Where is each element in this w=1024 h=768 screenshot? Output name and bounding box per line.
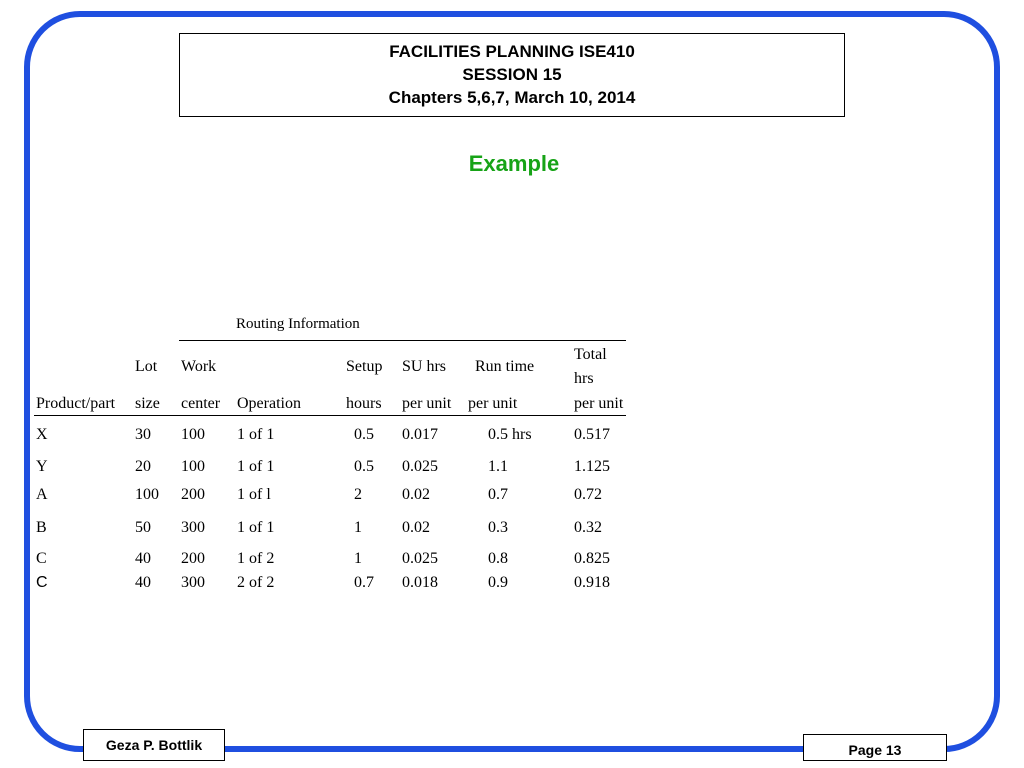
table-cell-operation: 1 of 1 xyxy=(237,519,275,536)
table-cell-setup: 0.5 xyxy=(354,458,374,475)
table-cell-total: 0.72 xyxy=(574,486,602,503)
header-work-line2: Work xyxy=(181,358,217,375)
table-cell-run: 0.3 xyxy=(488,519,508,536)
header-session: SESSION 15 xyxy=(462,65,562,84)
table-cell-run: 0.5 hrs xyxy=(488,426,532,443)
table-cell-total: 0.918 xyxy=(574,574,610,591)
slide-header: FACILITIES PLANNING ISE410 SESSION 15 Ch… xyxy=(179,33,845,117)
table-cell-lot: 30 xyxy=(135,426,151,443)
table-cell-total: 0.825 xyxy=(574,550,610,567)
table-caption: Routing Information xyxy=(236,316,360,332)
table-cell-operation: 1 of l xyxy=(237,486,271,503)
table-cell-setup: 2 xyxy=(354,486,362,503)
table-cell-setup: 1 xyxy=(354,550,362,567)
header-course: FACILITIES PLANNING ISE410 xyxy=(389,42,635,61)
header-rule xyxy=(34,415,626,416)
header-run-line3: per unit xyxy=(468,395,518,412)
header-chapters: Chapters 5,6,7, March 10, 2014 xyxy=(388,88,636,107)
header-operation: Operation xyxy=(237,395,301,412)
table-cell-total: 1.125 xyxy=(574,458,610,475)
table-cell-setup: 1 xyxy=(354,519,362,536)
table-cell-product: C xyxy=(36,574,48,591)
table-cell-work: 100 xyxy=(181,426,205,443)
slide-title: Example xyxy=(468,151,560,176)
table-cell-work: 200 xyxy=(181,550,205,567)
table-cell-lot: 50 xyxy=(135,519,151,536)
table-cell-total: 0.32 xyxy=(574,519,602,536)
table-cell-total: 0.517 xyxy=(574,426,610,443)
caption-rule xyxy=(179,340,626,341)
table-cell-product: B xyxy=(36,519,47,536)
table-cell-su: 0.02 xyxy=(402,486,430,503)
table-cell-su: 0.025 xyxy=(402,550,438,567)
table-cell-work: 200 xyxy=(181,486,205,503)
header-total-line2: hrs xyxy=(574,370,594,387)
table-cell-operation: 1 of 2 xyxy=(237,550,275,567)
table-cell-lot: 40 xyxy=(135,550,151,567)
table-cell-run: 1.1 xyxy=(488,458,508,475)
header-su-line2: SU hrs xyxy=(402,358,447,375)
table-cell-operation: 2 of 2 xyxy=(237,574,275,591)
table-cell-product: C xyxy=(36,550,47,567)
table-cell-setup: 0.5 xyxy=(354,426,374,443)
footer-page-number: Page 13 xyxy=(803,734,947,761)
table-cell-su: 0.02 xyxy=(402,519,430,536)
header-product: Product/part xyxy=(36,395,116,412)
table-cell-work: 300 xyxy=(181,519,205,536)
header-lot-line2: Lot xyxy=(135,358,158,375)
table-cell-setup: 0.7 xyxy=(354,574,374,591)
footer-author: Geza P. Bottlik xyxy=(83,729,225,761)
table-cell-run: 0.8 xyxy=(488,550,508,567)
header-lot-line3: size xyxy=(135,395,160,412)
footer-bar xyxy=(225,746,803,750)
table-cell-operation: 1 of 1 xyxy=(237,426,275,443)
header-su-line3: per unit xyxy=(402,395,452,412)
table-cell-lot: 20 xyxy=(135,458,151,475)
table-cell-product: A xyxy=(36,486,48,503)
table-cell-work: 100 xyxy=(181,458,205,475)
header-run-line2: Run time xyxy=(475,358,535,375)
table-cell-product: Y xyxy=(36,458,48,475)
table-cell-run: 0.9 xyxy=(488,574,508,591)
table-cell-product: X xyxy=(36,426,48,443)
table-cell-su: 0.017 xyxy=(402,426,438,443)
table-cell-work: 300 xyxy=(181,574,205,591)
table-cell-su: 0.018 xyxy=(402,574,438,591)
table-cell-run: 0.7 xyxy=(488,486,508,503)
table-cell-lot: 100 xyxy=(135,486,159,503)
header-setup-line3: hours xyxy=(346,395,382,412)
header-total-line1: Total xyxy=(574,346,607,363)
header-total-line3: per unit xyxy=(574,395,624,412)
table-cell-operation: 1 of 1 xyxy=(237,458,275,475)
header-work-line3: center xyxy=(181,395,221,412)
table-cell-lot: 40 xyxy=(135,574,151,591)
header-setup-line2: Setup xyxy=(346,358,383,375)
table-cell-su: 0.025 xyxy=(402,458,438,475)
